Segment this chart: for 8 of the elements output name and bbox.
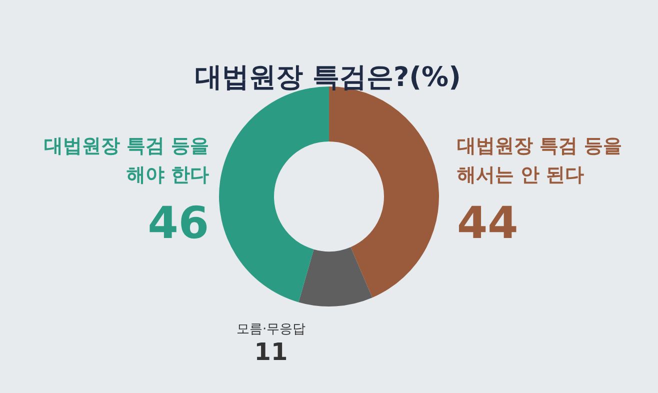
slice-label: 모름·무응답 <box>236 322 306 337</box>
data-label: 11 <box>254 338 288 366</box>
slice-label: 대법원장 특검 등을 해야 한다 <box>44 135 209 186</box>
data-label: 46 <box>148 198 209 249</box>
chart-title: 대법원장 특검은?(%) <box>195 62 461 93</box>
donut-slice <box>298 247 372 306</box>
data-label: 44 <box>457 198 518 249</box>
slice-label: 대법원장 특검 등을 해서는 안 된다 <box>457 135 622 186</box>
